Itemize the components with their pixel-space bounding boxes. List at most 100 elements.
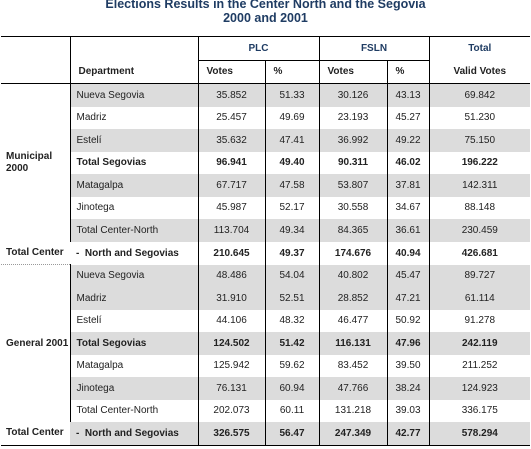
fsln-pct-cell: 46.02: [386, 151, 430, 174]
plc-pct-cell: 56.47: [264, 422, 319, 446]
group-label-municipal: Municipal 2000: [6, 150, 53, 174]
fsln-pct-cell: 36.61: [386, 219, 430, 242]
department-cell: North and Segovias: [84, 247, 179, 259]
plc-votes-cell: 125.942: [197, 354, 265, 377]
plc-votes-cell: 326.575: [197, 422, 265, 446]
total-center-label: Total Center: [1, 241, 70, 265]
department-cell: Estelí: [69, 309, 198, 332]
department-cell: Madriz: [69, 106, 198, 129]
plc-pct-cell: 51.42: [264, 332, 319, 355]
table-row: Total Center-North 113.704 49.34 84.365 …: [1, 219, 531, 242]
dash-separator: -: [76, 427, 80, 439]
election-results-table: PLC FSLN Total Department Votes % Votes …: [1, 36, 531, 446]
header-row-parties: PLC FSLN Total: [1, 36, 531, 61]
total-cell: 91.278: [428, 309, 531, 332]
total-cell: 196.222: [428, 151, 531, 174]
department-cell: Estelí: [69, 129, 198, 152]
group-label-general: General 2001: [6, 337, 69, 349]
table-row-total-center: Total Center - North and Segovias 326.57…: [1, 422, 531, 446]
plc-pct-cell: 54.04: [264, 264, 319, 287]
plc-votes-cell: 35.852: [197, 83, 265, 107]
fsln-votes-cell: 30.558: [318, 196, 387, 219]
plc-votes-cell: 48.486: [197, 264, 265, 287]
total-center-label: Total Center: [1, 422, 70, 446]
fsln-votes-cell: 174.676: [318, 241, 387, 265]
table-row-subtotal: Total Segovias 124.502 51.42 116.131 47.…: [1, 332, 531, 355]
fsln-votes-cell: 131.218: [318, 399, 387, 422]
total-cell: 230.459: [428, 219, 531, 242]
table-row: Estelí 44.106 48.32 46.477 50.92 91.278: [1, 309, 531, 332]
header-plc-pct: %: [264, 60, 319, 84]
department-cell: North and Segovias: [84, 427, 179, 439]
fsln-pct-cell: 50.92: [386, 309, 430, 332]
fsln-pct-cell: 37.81: [386, 174, 430, 197]
fsln-pct-cell: 34.67: [386, 196, 430, 219]
fsln-pct-cell: 40.94: [386, 241, 430, 265]
total-cell: 211.252: [428, 354, 531, 377]
header-fsln-votes: Votes: [318, 60, 387, 84]
plc-pct-cell: 60.11: [264, 399, 319, 422]
fsln-votes-cell: 116.131: [318, 332, 387, 355]
plc-pct-cell: 60.94: [264, 377, 319, 400]
plc-votes-cell: 31.910: [197, 287, 265, 310]
fsln-votes-cell: 30.126: [318, 83, 387, 107]
fsln-votes-cell: 84.365: [318, 219, 387, 242]
plc-votes-cell: 44.106: [197, 309, 265, 332]
plc-votes-cell: 76.131: [197, 377, 265, 400]
table-row-subtotal: Total Segovias 96.941 49.40 90.311 46.02…: [1, 151, 531, 174]
plc-votes-cell: 210.645: [197, 241, 265, 265]
department-cell: Nueva Segovia: [69, 264, 198, 287]
fsln-votes-cell: 36.992: [318, 129, 387, 152]
plc-votes-cell: 202.073: [197, 399, 265, 422]
fsln-votes-cell: 83.452: [318, 354, 387, 377]
plc-pct-cell: 49.34: [264, 219, 319, 242]
header-plc: PLC: [197, 36, 319, 61]
total-cell: 426.681: [428, 241, 531, 265]
fsln-votes-cell: 90.311: [318, 151, 387, 174]
table-row: Jinotega 45.987 52.17 30.558 34.67 88.14…: [1, 196, 531, 219]
fsln-pct-cell: 43.13: [386, 83, 430, 107]
total-cell: 578.294: [428, 422, 531, 446]
fsln-votes-cell: 53.807: [318, 174, 387, 197]
department-cell: Total Segovias: [69, 151, 198, 174]
table-row-total-center: Total Center - North and Segovias 210.64…: [1, 241, 531, 265]
plc-pct-cell: 59.62: [264, 354, 319, 377]
header-fsln-pct: %: [386, 60, 430, 84]
total-cell: 51.230: [428, 106, 531, 129]
department-cell: Jinotega: [69, 377, 198, 400]
fsln-pct-cell: 39.03: [386, 399, 430, 422]
department-cell: Total Center-North: [69, 219, 198, 242]
fsln-pct-cell: 38.24: [386, 377, 430, 400]
fsln-votes-cell: 247.349: [318, 422, 387, 446]
header-department: Department: [69, 60, 198, 84]
total-cell: 142.311: [428, 174, 531, 197]
table-row: Jinotega 76.131 60.94 47.766 38.24 124.9…: [1, 377, 531, 400]
plc-pct-cell: 52.17: [264, 196, 319, 219]
header-total: Total: [428, 36, 531, 60]
plc-pct-cell: 52.51: [264, 287, 319, 310]
department-cell: Nueva Segovia: [69, 83, 198, 107]
plc-pct-cell: 47.41: [264, 129, 319, 152]
total-cell: 69.842: [428, 83, 531, 107]
plc-pct-cell: 47.58: [264, 174, 319, 197]
department-cell: Matagalpa: [69, 174, 198, 197]
table-row: Total Center-North 202.073 60.11 131.218…: [1, 399, 531, 422]
fsln-pct-cell: 39.50: [386, 354, 430, 377]
plc-votes-cell: 96.941: [197, 151, 265, 174]
plc-pct-cell: 48.32: [264, 309, 319, 332]
department-cell: Jinotega: [69, 196, 198, 219]
fsln-pct-cell: 45.47: [386, 264, 430, 287]
fsln-votes-cell: 47.766: [318, 377, 387, 400]
table-row: Madriz 31.910 52.51 28.852 47.21 61.114: [1, 287, 531, 310]
total-cell: 124.923: [428, 377, 531, 400]
fsln-pct-cell: 45.27: [386, 106, 430, 129]
plc-votes-cell: 124.502: [197, 332, 265, 355]
fsln-pct-cell: 47.21: [386, 287, 430, 310]
plc-votes-cell: 45.987: [197, 196, 265, 219]
fsln-pct-cell: 47.96: [386, 332, 430, 355]
report-title: Elections Results in the Center North an…: [105, 0, 426, 11]
fsln-pct-cell: 42.77: [386, 422, 430, 446]
dash-separator: -: [76, 247, 80, 259]
department-cell: Madriz: [69, 287, 198, 310]
department-cell: Total Segovias: [69, 332, 198, 355]
